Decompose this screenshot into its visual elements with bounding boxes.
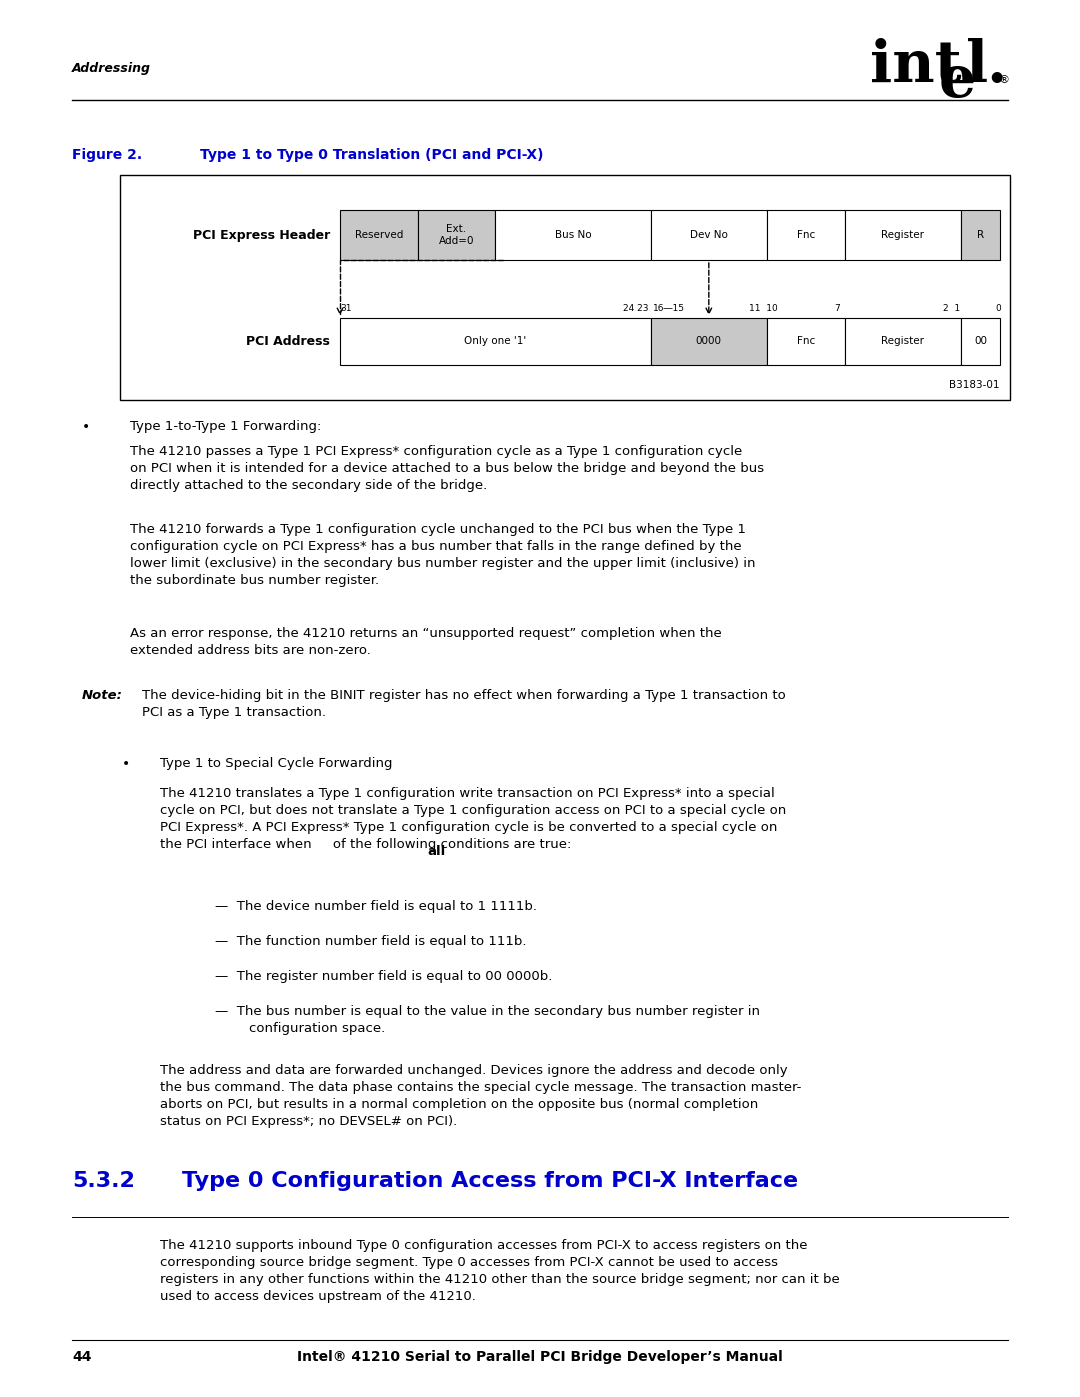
- Text: As an error response, the 41210 returns an “unsupported request” completion when: As an error response, the 41210 returns …: [130, 627, 721, 657]
- Bar: [496, 210, 650, 260]
- Text: ®: ®: [998, 75, 1009, 85]
- Text: 0000: 0000: [696, 337, 721, 346]
- Text: PCI Express Header: PCI Express Header: [192, 229, 330, 242]
- Text: The 41210 translates a Type 1 configuration write transaction on PCI Express* in: The 41210 translates a Type 1 configurat…: [160, 787, 786, 851]
- Bar: [650, 210, 767, 260]
- Text: e: e: [939, 53, 976, 109]
- Text: Type 1-to-Type 1 Forwarding:: Type 1-to-Type 1 Forwarding:: [130, 420, 322, 433]
- Text: 31: 31: [340, 305, 351, 313]
- Text: 2  1: 2 1: [943, 305, 960, 313]
- Text: The device-hiding bit in the BINIT register has no effect when forwarding a Type: The device-hiding bit in the BINIT regis…: [141, 689, 786, 719]
- Text: Type 0 Configuration Access from PCI-X Interface: Type 0 Configuration Access from PCI-X I…: [183, 1171, 798, 1190]
- Bar: [845, 210, 961, 260]
- Bar: [767, 210, 845, 260]
- Bar: [418, 210, 496, 260]
- Text: Note:: Note:: [82, 689, 123, 703]
- Text: 24 23: 24 23: [622, 305, 648, 313]
- Text: Reserved: Reserved: [354, 231, 403, 240]
- Text: int: int: [870, 38, 961, 94]
- Text: Only one '1': Only one '1': [464, 337, 526, 346]
- Text: l: l: [966, 38, 988, 94]
- Bar: [340, 319, 650, 365]
- Text: Addressing: Addressing: [72, 61, 151, 75]
- Bar: [845, 319, 961, 365]
- Text: —  The device number field is equal to 1 1111b.: — The device number field is equal to 1 …: [215, 900, 537, 912]
- Bar: [961, 319, 1000, 365]
- Text: —  The register number field is equal to 00 0000b.: — The register number field is equal to …: [215, 970, 552, 983]
- Text: all: all: [427, 845, 445, 858]
- Text: 0: 0: [995, 305, 1001, 313]
- Text: —  The bus number is equal to the value in the secondary bus number register in
: — The bus number is equal to the value i…: [215, 1004, 760, 1035]
- Text: Bus No: Bus No: [555, 231, 591, 240]
- Text: The address and data are forwarded unchanged. Devices ignore the address and dec: The address and data are forwarded uncha…: [160, 1063, 801, 1127]
- Text: The 41210 supports inbound Type 0 configuration accesses from PCI-X to access re: The 41210 supports inbound Type 0 config…: [160, 1239, 840, 1303]
- Text: Figure 2.: Figure 2.: [72, 148, 143, 162]
- Text: .: .: [986, 38, 1007, 94]
- Text: Intel® 41210 Serial to Parallel PCI Bridge Developer’s Manual: Intel® 41210 Serial to Parallel PCI Brid…: [297, 1350, 783, 1363]
- Bar: [961, 210, 1000, 260]
- Text: Register: Register: [881, 337, 924, 346]
- Text: 11  10: 11 10: [750, 305, 778, 313]
- Text: 00: 00: [974, 337, 987, 346]
- Text: Fnc: Fnc: [797, 337, 815, 346]
- Text: PCI Address: PCI Address: [246, 335, 330, 348]
- Text: The 41210 passes a Type 1 PCI Express* configuration cycle as a Type 1 configura: The 41210 passes a Type 1 PCI Express* c…: [130, 446, 765, 492]
- Text: Dev No: Dev No: [690, 231, 728, 240]
- Text: Type 1 to Type 0 Translation (PCI and PCI-X): Type 1 to Type 0 Translation (PCI and PC…: [200, 148, 543, 162]
- Bar: [650, 319, 767, 365]
- Text: •: •: [82, 420, 91, 434]
- Text: R: R: [977, 231, 984, 240]
- Bar: [767, 319, 845, 365]
- Text: —  The function number field is equal to 111b.: — The function number field is equal to …: [215, 935, 527, 947]
- Text: Register: Register: [881, 231, 924, 240]
- Bar: [120, 175, 1010, 400]
- Text: •: •: [122, 757, 131, 771]
- Text: Type 1 to Special Cycle Forwarding: Type 1 to Special Cycle Forwarding: [160, 757, 392, 770]
- Text: B3183-01: B3183-01: [949, 380, 1000, 390]
- Text: 16―15: 16―15: [652, 305, 685, 313]
- Text: 7: 7: [835, 305, 840, 313]
- Text: Ext.
Add=0: Ext. Add=0: [438, 224, 474, 246]
- Bar: [340, 210, 418, 260]
- Text: Fnc: Fnc: [797, 231, 815, 240]
- Text: 5.3.2: 5.3.2: [72, 1171, 135, 1190]
- Text: The 41210 forwards a Type 1 configuration cycle unchanged to the PCI bus when th: The 41210 forwards a Type 1 configuratio…: [130, 524, 756, 587]
- Text: 44: 44: [72, 1350, 92, 1363]
